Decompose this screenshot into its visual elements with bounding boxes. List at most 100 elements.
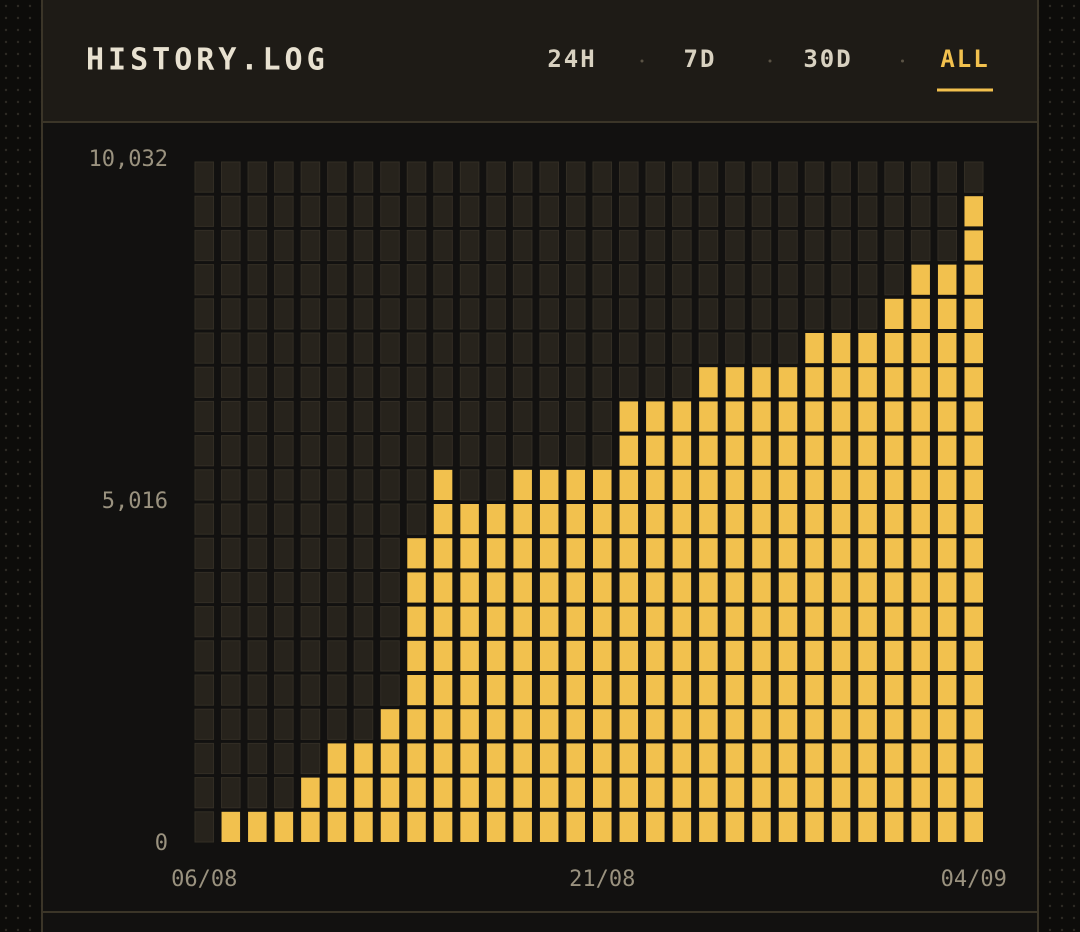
filled-cell bbox=[778, 367, 798, 398]
filled-cell bbox=[752, 572, 771, 603]
filled-cell bbox=[752, 811, 771, 842]
filled-cell bbox=[593, 811, 612, 842]
filled-cell bbox=[354, 777, 373, 808]
empty-cell bbox=[300, 674, 321, 706]
empty-cell bbox=[619, 366, 639, 398]
filled-cell bbox=[858, 538, 877, 569]
empty-cell bbox=[751, 161, 772, 193]
filled-cell bbox=[911, 469, 930, 500]
filled-cell bbox=[964, 811, 983, 842]
empty-cell bbox=[274, 332, 294, 364]
x-tick-label: 06/08 bbox=[171, 867, 237, 892]
empty-cell bbox=[221, 469, 241, 501]
filled-cell bbox=[752, 538, 771, 569]
empty-cell bbox=[247, 606, 268, 638]
empty-cell bbox=[831, 298, 851, 330]
time-range-tab[interactable]: ALL bbox=[940, 45, 989, 73]
empty-cell bbox=[672, 195, 692, 227]
filled-cell bbox=[460, 675, 479, 706]
filled-cell bbox=[725, 709, 745, 740]
empty-cell bbox=[327, 640, 347, 672]
empty-cell bbox=[221, 777, 241, 809]
filled-cell bbox=[407, 572, 426, 603]
empty-cell bbox=[247, 674, 268, 706]
empty-cell bbox=[327, 195, 347, 227]
filled-cell bbox=[566, 538, 585, 569]
time-range-tab[interactable]: 7D bbox=[684, 45, 717, 73]
empty-cell bbox=[380, 332, 400, 364]
empty-cell bbox=[380, 298, 400, 330]
empty-cell bbox=[486, 400, 506, 433]
empty-cell bbox=[327, 606, 347, 638]
filled-cell bbox=[725, 469, 745, 500]
empty-cell bbox=[247, 708, 268, 740]
filled-cell bbox=[433, 675, 453, 706]
empty-cell bbox=[698, 332, 719, 364]
empty-cell bbox=[672, 298, 692, 330]
filled-cell bbox=[646, 640, 665, 671]
empty-cell bbox=[804, 195, 825, 227]
empty-cell bbox=[406, 229, 427, 262]
bar bbox=[433, 161, 453, 842]
filled-cell bbox=[407, 640, 426, 671]
empty-cell bbox=[406, 264, 427, 296]
filled-cell bbox=[460, 640, 479, 671]
filled-cell bbox=[911, 777, 930, 808]
x-tick-label: 21/08 bbox=[569, 867, 635, 892]
filled-cell bbox=[752, 606, 771, 637]
filled-cell bbox=[964, 504, 983, 535]
filled-cell bbox=[672, 538, 692, 569]
filled-cell bbox=[619, 469, 639, 500]
empty-cell bbox=[539, 264, 559, 296]
filled-cell bbox=[778, 640, 798, 671]
empty-cell bbox=[327, 708, 347, 740]
filled-cell bbox=[964, 469, 983, 500]
filled-cell bbox=[513, 640, 532, 671]
filled-cell bbox=[407, 538, 426, 569]
empty-cell bbox=[778, 264, 798, 296]
empty-cell bbox=[486, 366, 506, 398]
empty-cell bbox=[247, 777, 268, 809]
filled-cell bbox=[646, 538, 665, 569]
filled-cell bbox=[937, 298, 957, 329]
empty-cell bbox=[459, 366, 480, 398]
bar bbox=[619, 161, 639, 842]
bar bbox=[698, 161, 719, 842]
filled-cell bbox=[937, 367, 957, 398]
filled-cell bbox=[672, 435, 692, 466]
filled-cell bbox=[964, 640, 983, 671]
empty-cell bbox=[565, 264, 586, 296]
time-range-tab[interactable]: 30D bbox=[803, 45, 852, 73]
empty-cell bbox=[698, 264, 719, 296]
filled-cell bbox=[593, 572, 612, 603]
empty-cell bbox=[221, 195, 241, 227]
empty-cell bbox=[592, 400, 613, 433]
empty-cell bbox=[353, 161, 374, 193]
empty-cell bbox=[937, 229, 957, 262]
filled-cell bbox=[725, 811, 745, 842]
card-header bbox=[43, 0, 1037, 122]
filled-cell bbox=[380, 777, 400, 808]
filled-cell bbox=[407, 777, 426, 808]
empty-cell bbox=[194, 161, 215, 193]
empty-cell bbox=[327, 161, 347, 193]
empty-cell bbox=[194, 537, 215, 569]
filled-cell bbox=[778, 743, 798, 774]
empty-cell bbox=[221, 742, 241, 775]
empty-cell bbox=[221, 674, 241, 706]
empty-cell bbox=[247, 264, 268, 296]
empty-cell bbox=[300, 708, 321, 740]
filled-cell bbox=[672, 469, 692, 500]
filled-cell bbox=[805, 709, 824, 740]
filled-cell bbox=[699, 367, 718, 398]
filled-cell bbox=[831, 811, 851, 842]
empty-cell bbox=[300, 264, 321, 296]
filled-cell bbox=[858, 504, 877, 535]
empty-cell bbox=[539, 400, 559, 433]
empty-cell bbox=[486, 469, 506, 501]
filled-cell bbox=[778, 572, 798, 603]
empty-cell bbox=[247, 298, 268, 330]
time-range-tab[interactable]: 24H bbox=[547, 45, 596, 73]
filled-cell bbox=[884, 572, 904, 603]
filled-cell bbox=[964, 401, 983, 432]
